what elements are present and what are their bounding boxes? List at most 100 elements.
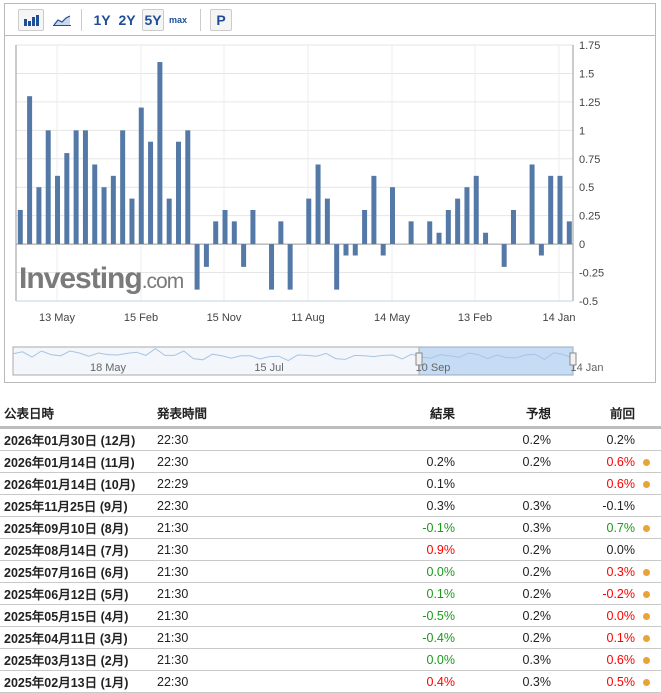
range-1y-button[interactable]: 1Y xyxy=(93,12,111,28)
revised-dot-icon[interactable] xyxy=(643,524,650,532)
col-date[interactable]: 公表日時 xyxy=(0,398,153,429)
bar xyxy=(566,221,572,245)
revised-dot-icon[interactable] xyxy=(643,634,650,642)
col-actual[interactable]: 結果 xyxy=(371,398,459,429)
y-tick-label: 0.75 xyxy=(579,154,600,166)
previous-cell: -0.1% xyxy=(555,494,639,517)
bar xyxy=(362,209,368,245)
bar xyxy=(92,164,98,245)
navigator-series xyxy=(12,347,574,362)
navigator-label: 18 May xyxy=(90,362,127,374)
release-table: 公表日時 発表時間 結果 予想 前回 2026年01月30日 (12月) 22:3… xyxy=(0,398,661,693)
table-row: 2025年08月14日 (7月) 21:30 0.9% 0.2% 0.0% xyxy=(0,538,661,561)
actual-cell: -0.5% xyxy=(371,604,459,627)
bar xyxy=(380,244,386,256)
revised-dot-icon[interactable] xyxy=(643,612,650,620)
bar xyxy=(45,130,51,245)
x-tick-label: 15 Nov xyxy=(207,312,242,324)
bar xyxy=(166,198,172,245)
table-header: 公表日時 発表時間 結果 予想 前回 xyxy=(0,398,661,429)
bar xyxy=(175,141,181,245)
revised-dot-icon[interactable] xyxy=(643,458,650,466)
navigator-handle[interactable] xyxy=(569,352,577,366)
bar xyxy=(464,187,470,245)
bar xyxy=(306,198,312,245)
table-row: 2025年06月12日 (5月) 21:30 0.1% 0.2% -0.2% xyxy=(0,582,661,605)
actual-cell: -0.1% xyxy=(371,516,459,539)
navigator-handle[interactable] xyxy=(415,352,423,366)
revised-dot-icon[interactable] xyxy=(643,656,650,664)
col-time[interactable]: 発表時間 xyxy=(153,398,371,429)
bar xyxy=(148,141,154,245)
forecast-cell: 0.2% xyxy=(459,450,555,473)
date-cell: 2026年01月30日 (12月) xyxy=(0,427,153,451)
bar xyxy=(529,164,535,245)
bar xyxy=(343,244,349,256)
date-cell: 2026年01月14日 (10月) xyxy=(0,472,153,495)
time-cell: 21:30 xyxy=(153,516,371,539)
bar xyxy=(203,244,209,267)
actual-cell: 0.2% xyxy=(371,450,459,473)
table-row: 2025年02月13日 (1月) 22:30 0.4% 0.3% 0.5% xyxy=(0,670,661,693)
previous-cell: 0.2% xyxy=(555,427,639,451)
y-tick-label: 1.75 xyxy=(579,40,600,52)
y-tick-label: -0.25 xyxy=(579,268,604,280)
bar xyxy=(64,153,70,245)
bar xyxy=(222,209,228,245)
bar xyxy=(250,209,256,245)
col-previous[interactable]: 前回 xyxy=(555,398,639,429)
bar xyxy=(269,244,275,290)
time-cell: 21:30 xyxy=(153,582,371,605)
bar xyxy=(408,221,414,245)
bar xyxy=(231,221,237,245)
y-tick-label: 1.5 xyxy=(579,68,594,80)
time-cell: 22:30 xyxy=(153,670,371,693)
table-row: 2025年11月25日 (9月) 22:30 0.3% 0.3% -0.1% xyxy=(0,494,661,517)
time-cell: 21:30 xyxy=(153,648,371,671)
table-row: 2025年05月15日 (4月) 21:30 -0.5% 0.2% 0.0% xyxy=(0,604,661,627)
bar xyxy=(17,209,23,245)
bar-chart: 1.75 1.5 1.25 1 0.75 0.5 0.25 0 -0.25 -0.5 13 May 1… xyxy=(12,40,604,376)
actual-cell: 0.4% xyxy=(371,670,459,693)
revised-dot-icon[interactable] xyxy=(643,480,650,488)
table-row: 2025年04月11日 (3月) 21:30 -0.4% 0.2% 0.1% xyxy=(0,626,661,649)
time-cell: 22:30 xyxy=(153,427,371,451)
chart-widget: 1Y 2Y 5Y max P 1.75 1.5 1.25 1 0.75 0.5 0.25 0 -… xyxy=(4,3,656,383)
revised-dot-icon[interactable] xyxy=(643,678,650,686)
forecast-cell: 0.2% xyxy=(459,427,555,451)
time-cell: 21:30 xyxy=(153,560,371,583)
range-2y-button[interactable]: 2Y xyxy=(118,12,136,28)
bar-chart-icon[interactable] xyxy=(18,9,44,31)
time-cell: 21:30 xyxy=(153,538,371,561)
forecast-cell: 0.3% xyxy=(459,670,555,693)
bar xyxy=(473,175,479,245)
bar xyxy=(36,187,42,245)
area-chart-icon[interactable] xyxy=(49,9,75,31)
date-cell: 2025年07月16日 (6月) xyxy=(0,560,153,583)
forecast-cell: 0.2% xyxy=(459,626,555,649)
table-row: 2025年03月13日 (2月) 21:30 0.0% 0.3% 0.6% xyxy=(0,648,661,671)
bar xyxy=(548,175,554,245)
forecast-cell: 0.2% xyxy=(459,560,555,583)
chart-toolbar: 1Y 2Y 5Y max P xyxy=(5,4,655,36)
y-tick-label: 0.25 xyxy=(579,211,600,223)
table-row: 2026年01月30日 (12月) 22:30 0.2% 0.2% xyxy=(0,427,661,451)
bar xyxy=(157,62,163,245)
bar xyxy=(324,198,330,245)
y-tick-label: 1.25 xyxy=(579,97,600,109)
col-forecast[interactable]: 予想 xyxy=(459,398,555,429)
bar xyxy=(194,244,200,290)
y-tick-label: 1 xyxy=(579,125,585,137)
table-row: 2025年09月10日 (8月) 21:30 -0.1% 0.3% 0.7% xyxy=(0,516,661,539)
date-cell: 2025年03月13日 (2月) xyxy=(0,648,153,671)
revised-dot-icon[interactable] xyxy=(643,568,650,576)
forecast-cell: 0.3% xyxy=(459,648,555,671)
p-button[interactable]: P xyxy=(210,9,232,31)
bar xyxy=(55,175,61,245)
forecast-cell: 0.2% xyxy=(459,604,555,627)
range-max-button[interactable]: max xyxy=(168,15,187,25)
bar xyxy=(455,198,461,245)
bar xyxy=(427,221,433,245)
revised-dot-icon[interactable] xyxy=(643,590,650,598)
range-5y-button[interactable]: 5Y xyxy=(142,9,164,31)
